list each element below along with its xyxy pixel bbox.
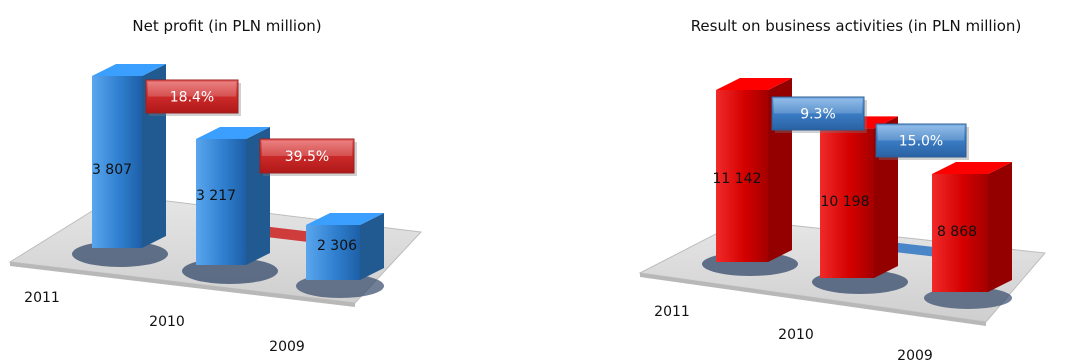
- growth-badge: 15.0%: [875, 123, 969, 160]
- bar-front: [820, 128, 874, 278]
- growth-badge: 18.4%: [145, 79, 241, 116]
- bar-front: [92, 76, 142, 248]
- chart-business-result: Result on business activities (in PLN mi…: [638, 17, 1046, 363]
- bar-side: [360, 213, 384, 280]
- data-label: 2 306: [317, 238, 357, 254]
- bar: 2 306: [306, 213, 384, 280]
- chart-title: Net profit (in PLN million): [132, 17, 321, 35]
- growth-label: 15.0%: [899, 134, 943, 150]
- category-label: 2011: [24, 290, 60, 306]
- bar-top: [306, 213, 384, 225]
- bar-top: [196, 126, 270, 139]
- bar-front: [716, 90, 768, 262]
- category-label: 2010: [778, 327, 814, 343]
- data-label: 8 868: [937, 224, 977, 240]
- category-label: 2010: [149, 314, 185, 330]
- category-label: 2011: [654, 304, 690, 320]
- bar-top: [932, 162, 1012, 174]
- growth-label: 9.3%: [800, 107, 836, 123]
- bar-side: [988, 162, 1012, 292]
- chart-title: Result on business activities (in PLN mi…: [691, 17, 1022, 35]
- growth-label: 18.4%: [170, 90, 214, 106]
- category-label: 2009: [897, 348, 933, 363]
- bar: 8 868: [932, 162, 1012, 292]
- data-label: 3 807: [92, 162, 132, 178]
- bar-top: [92, 64, 166, 76]
- bar-top: [716, 78, 792, 90]
- growth-badge: 39.5%: [259, 138, 357, 176]
- data-label: 10 198: [821, 194, 870, 210]
- bar-front: [306, 225, 360, 280]
- growth-badge: 9.3%: [771, 96, 867, 133]
- category-label: 2009: [269, 339, 305, 355]
- data-label: 11 142: [713, 171, 762, 187]
- bar-front: [932, 174, 988, 292]
- bar-front: [196, 138, 246, 265]
- growth-label: 39.5%: [285, 149, 329, 165]
- data-label: 3 217: [196, 188, 236, 204]
- bar: 3 217: [196, 126, 270, 265]
- chart-net-profit: Net profit (in PLN million) 3 807 3 217 2 …: [8, 17, 423, 355]
